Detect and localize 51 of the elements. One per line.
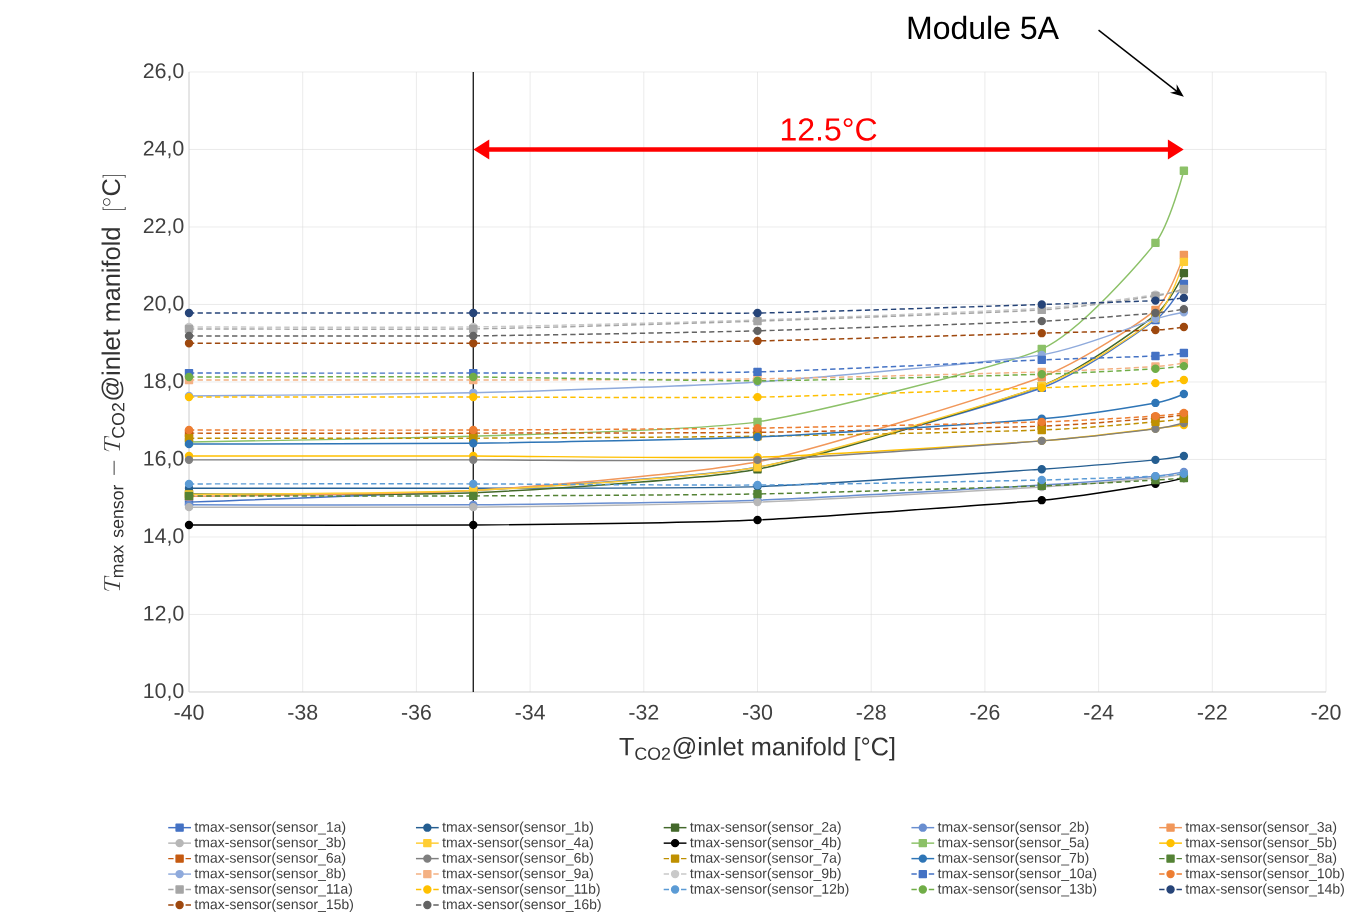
y-axis-title: $T_{\mathrm{max\ sensor}}\ \mathrm{-}\ T_{\mathrm{CO2}}\mathrm{@inlet\ manifold\ \ [^{\circ}C]}$ xyxy=(101,174,126,592)
legend-label: tmax-sensor(sensor_13b) xyxy=(937,883,1097,897)
legend-label: tmax-sensor(sensor_10b) xyxy=(1185,868,1344,882)
y-tick-label: 18,0 xyxy=(144,373,184,391)
x-tick-label: -28 xyxy=(856,704,886,720)
x-tick-label: -32 xyxy=(629,704,659,720)
x-tick-label: -22 xyxy=(1197,704,1227,720)
legend-label: tmax-sensor(sensor_4a) xyxy=(442,837,593,851)
legend-label: tmax-sensor(sensor_16b) xyxy=(442,898,601,913)
legend-label: tmax-sensor(sensor_6a) xyxy=(194,852,346,866)
annotation: 12.5°C xyxy=(781,118,877,141)
y-tick-label: 10,0 xyxy=(144,683,184,701)
y-tick-label: 16,0 xyxy=(144,450,184,469)
legend-label: tmax-sensor(sensor_4b) xyxy=(690,837,841,851)
legend-label: tmax-sensor(sensor_1b) xyxy=(442,821,593,835)
legend-label: tmax-sensor(sensor_15b) xyxy=(194,898,353,913)
legend-label: tmax-sensor(sensor_6b) xyxy=(442,852,593,866)
x-tick-label: -30 xyxy=(743,704,773,720)
x-tick-label: -24 xyxy=(1084,704,1114,720)
legend-label: tmax-sensor(sensor_5b) xyxy=(1185,837,1337,851)
y-tick-label: 24,0 xyxy=(143,140,184,159)
x-tick-label: -34 xyxy=(515,704,545,720)
text: Module 5A xyxy=(908,15,1059,40)
y-tick-label: 20,0 xyxy=(143,295,184,314)
legend-label: tmax-sensor(sensor_14b) xyxy=(1185,883,1344,897)
legend-label: tmax-sensor(sensor_9b) xyxy=(690,868,841,882)
legend-label: tmax-sensor(sensor_7b) xyxy=(937,852,1089,866)
legend-label: tmax-sensor(sensor_12b) xyxy=(690,883,849,897)
legend-label: tmax-sensor(sensor_8b) xyxy=(194,868,346,882)
legend-label: tmax-sensor(sensor_2a) xyxy=(690,821,841,835)
legend-label: tmax-sensor(sensor_9a) xyxy=(442,868,593,882)
legend-label: tmax-sensor(sensor_7a) xyxy=(690,852,841,866)
y-tick-label: 14,0 xyxy=(144,528,184,546)
legend-label: tmax-sensor(sensor_10a) xyxy=(937,868,1097,882)
x-tick-label: -20 xyxy=(1311,704,1341,720)
x-tick-label: -26 xyxy=(970,704,1000,720)
y-tick-label: 12,0 xyxy=(144,605,184,624)
legend-label: tmax-sensor(sensor_3b) xyxy=(194,837,346,851)
y-tick-label: 22,0 xyxy=(143,218,184,236)
x-tick-label: -40 xyxy=(174,704,204,720)
legend-label: tmax-sensor(sensor_1a) xyxy=(194,821,346,835)
legend-label: tmax-sensor(sensor_11a) xyxy=(194,883,352,897)
x-tick-label: -38 xyxy=(288,704,318,720)
legend-label: tmax-sensor(sensor_5a) xyxy=(937,837,1089,851)
legend-label: tmax-sensor(sensor_8a) xyxy=(1185,852,1337,866)
x-axis-title: T$_{CO2}$@inlet manifold [°C] xyxy=(619,736,895,761)
legend-label: tmax-sensor(sensor_3a) xyxy=(1185,821,1337,835)
legend-label: tmax-sensor(sensor_2b) xyxy=(937,821,1089,835)
y-tick-label: 26,0 xyxy=(143,63,184,81)
legend-label: tmax-sensor(sensor_11b) xyxy=(442,883,600,897)
x-tick-label: -36 xyxy=(401,704,431,720)
